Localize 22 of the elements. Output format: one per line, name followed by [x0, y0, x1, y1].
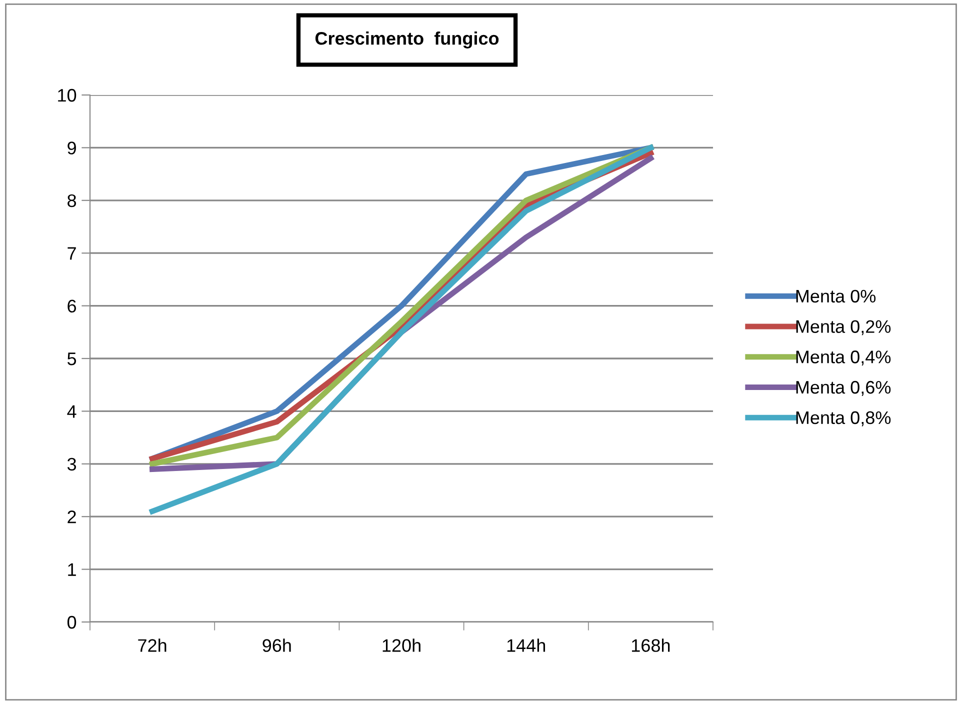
y-tick-label: 7 [68, 247, 76, 260]
y-tick-label: 8 [68, 194, 76, 208]
y-tick-label: 3 [67, 458, 76, 471]
legend-label: Menta 0,2% [796, 320, 891, 336]
legend-label: Menta 0,4% [796, 350, 891, 366]
legend-label: Menta 0% [796, 290, 876, 303]
y-tick-label: 1 [68, 563, 76, 576]
x-tick-label: 96h [262, 638, 291, 652]
y-tick-label: 2 [68, 510, 76, 524]
legend-label: Menta 0,8% [796, 411, 891, 426]
y-tick-label: 0 [67, 616, 76, 629]
y-tick-label: 6 [68, 300, 76, 313]
legend-label: Menta 0,6% [796, 380, 891, 396]
y-tick-label: 5 [67, 352, 76, 366]
x-tick-label: 120h [382, 638, 420, 652]
y-tick-label: 9 [68, 142, 76, 154]
y-tick-label: 10 [58, 88, 76, 102]
x-tick-label: 168h [632, 638, 670, 652]
y-tick-label: 4 [67, 405, 76, 418]
x-tick-label: 72h [138, 638, 166, 652]
x-tick-label: 144h [507, 638, 546, 652]
chart-title: Crescimento fungico [315, 32, 499, 48]
